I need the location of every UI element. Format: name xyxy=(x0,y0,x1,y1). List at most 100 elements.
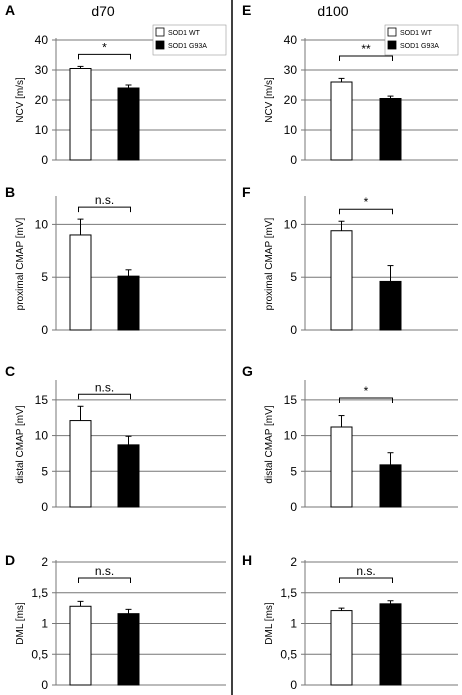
legend-label: SOD1 WT xyxy=(168,30,201,37)
panel-letter: B xyxy=(5,184,15,200)
y-tick-label: 5 xyxy=(41,464,48,478)
significance-bracket xyxy=(78,206,131,213)
panel-h: H 0 0,5 1 1,5 2 DML [ms] n.s. xyxy=(242,552,458,692)
significance-label: * xyxy=(364,384,369,398)
significance-label: * xyxy=(102,40,107,54)
bar-g93a xyxy=(117,444,140,508)
y-axis-label: distal CMAP [mV] xyxy=(264,405,275,483)
bar-wt xyxy=(69,68,92,161)
y-tick-label: 15 xyxy=(35,393,49,407)
y-tick-label: 10 xyxy=(35,123,49,137)
legend-label: SOD1 G93A xyxy=(168,43,207,50)
y-tick-label: 2 xyxy=(290,555,297,569)
panel-e: E 0 10 20 30 40 NCV [m/s] ** xyxy=(242,2,458,167)
legend-swatch xyxy=(155,27,165,37)
bar-wt xyxy=(69,605,92,686)
significance-label: * xyxy=(364,195,369,209)
panel-letter: E xyxy=(242,2,251,18)
y-axis-label: NCV [m/s] xyxy=(264,77,275,123)
bar-g93a xyxy=(379,98,402,161)
y-tick-label: 1 xyxy=(290,617,297,631)
y-tick-label: 15 xyxy=(284,393,298,407)
y-tick-label: 10 xyxy=(35,429,49,443)
panel-letter: D xyxy=(5,552,15,568)
significance-bracket xyxy=(78,577,131,583)
bar-wt xyxy=(330,81,353,161)
y-tick-label: 0 xyxy=(41,323,48,337)
bar-g93a xyxy=(117,613,140,686)
y-tick-label: 0 xyxy=(290,678,297,692)
bar-g93a xyxy=(379,603,402,686)
significance-label: n.s. xyxy=(95,193,114,207)
bar-wt xyxy=(330,426,353,508)
legend-swatch xyxy=(155,40,165,50)
y-tick-label: 0,5 xyxy=(280,647,297,661)
y-tick-label: 10 xyxy=(284,429,298,443)
bar-g93a xyxy=(379,464,402,508)
y-axis-label: DML [ms] xyxy=(264,602,275,645)
y-tick-label: 1,5 xyxy=(31,586,48,600)
y-tick-label: 5 xyxy=(290,464,297,478)
significance-bracket xyxy=(339,208,393,215)
significance-bracket xyxy=(339,577,393,583)
y-tick-label: 0 xyxy=(290,153,297,167)
bar-g93a xyxy=(117,275,140,331)
y-tick-label: 0 xyxy=(41,153,48,167)
panel-letter: A xyxy=(5,2,15,18)
column-title-d100: d100 xyxy=(317,3,348,19)
y-tick-label: 20 xyxy=(284,93,298,107)
y-tick-label: 0 xyxy=(290,323,297,337)
significance-bracket xyxy=(78,393,131,400)
panel-g: G 0 5 10 15 distal CMAP [mV] * xyxy=(242,363,458,514)
panel-b: B 0 5 10 proximal CMAP [mV] n.s. xyxy=(5,184,226,337)
y-tick-label: 5 xyxy=(41,270,48,284)
y-tick-label: 10 xyxy=(284,123,298,137)
legend-box xyxy=(152,24,227,56)
panel-letter: H xyxy=(242,552,252,568)
significance-label: n.s. xyxy=(95,380,114,394)
bar-wt xyxy=(330,610,353,686)
bar-g93a xyxy=(117,87,140,161)
y-tick-label: 20 xyxy=(35,93,49,107)
significance-label: ** xyxy=(361,42,371,56)
legend: SOD1 WT SOD1 G93A SOD1 WT SOD1 G93A xyxy=(152,24,459,56)
y-tick-label: 30 xyxy=(35,63,49,77)
y-tick-label: 0 xyxy=(290,500,297,514)
y-axis-label: DML [ms] xyxy=(15,602,26,645)
bar-wt xyxy=(69,420,92,508)
bar-wt xyxy=(330,230,353,331)
significance-bracket xyxy=(339,397,393,403)
significance-label: n.s. xyxy=(95,564,114,578)
y-tick-label: 2 xyxy=(41,555,48,569)
y-tick-label: 10 xyxy=(284,217,298,231)
y-tick-label: 30 xyxy=(284,63,298,77)
significance-bracket xyxy=(78,53,131,60)
significance-label: n.s. xyxy=(356,564,375,578)
y-tick-label: 0 xyxy=(41,500,48,514)
y-axis-label: proximal CMAP [mV] xyxy=(15,217,26,310)
panel-letter: C xyxy=(5,363,15,379)
panel-letter: F xyxy=(242,184,251,200)
column-title-d70: d70 xyxy=(91,3,115,19)
y-tick-label: 0 xyxy=(41,678,48,692)
y-tick-label: 40 xyxy=(284,33,298,47)
panel-f: F 0 5 10 proximal CMAP [mV] * xyxy=(242,184,458,337)
legend-label: SOD1 G93A xyxy=(400,43,439,50)
y-axis-label: distal CMAP [mV] xyxy=(15,405,26,483)
legend-box xyxy=(384,24,459,56)
panel-d: D 0 0,5 1 1,5 2 DML [ms] n.s. xyxy=(5,552,226,692)
y-tick-label: 0,5 xyxy=(31,647,48,661)
y-tick-label: 1,5 xyxy=(280,586,297,600)
legend-swatch xyxy=(387,27,397,37)
legend-swatch xyxy=(387,40,397,50)
y-tick-label: 40 xyxy=(35,33,49,47)
panel-letter: G xyxy=(242,363,253,379)
panel-a: A 0 10 20 30 40 NCV [m/s] * xyxy=(5,2,226,167)
y-tick-label: 10 xyxy=(35,217,49,231)
y-axis-label: proximal CMAP [mV] xyxy=(264,217,275,310)
y-tick-label: 1 xyxy=(41,617,48,631)
legend-label: SOD1 WT xyxy=(400,30,433,37)
y-axis-label: NCV [m/s] xyxy=(15,77,26,123)
